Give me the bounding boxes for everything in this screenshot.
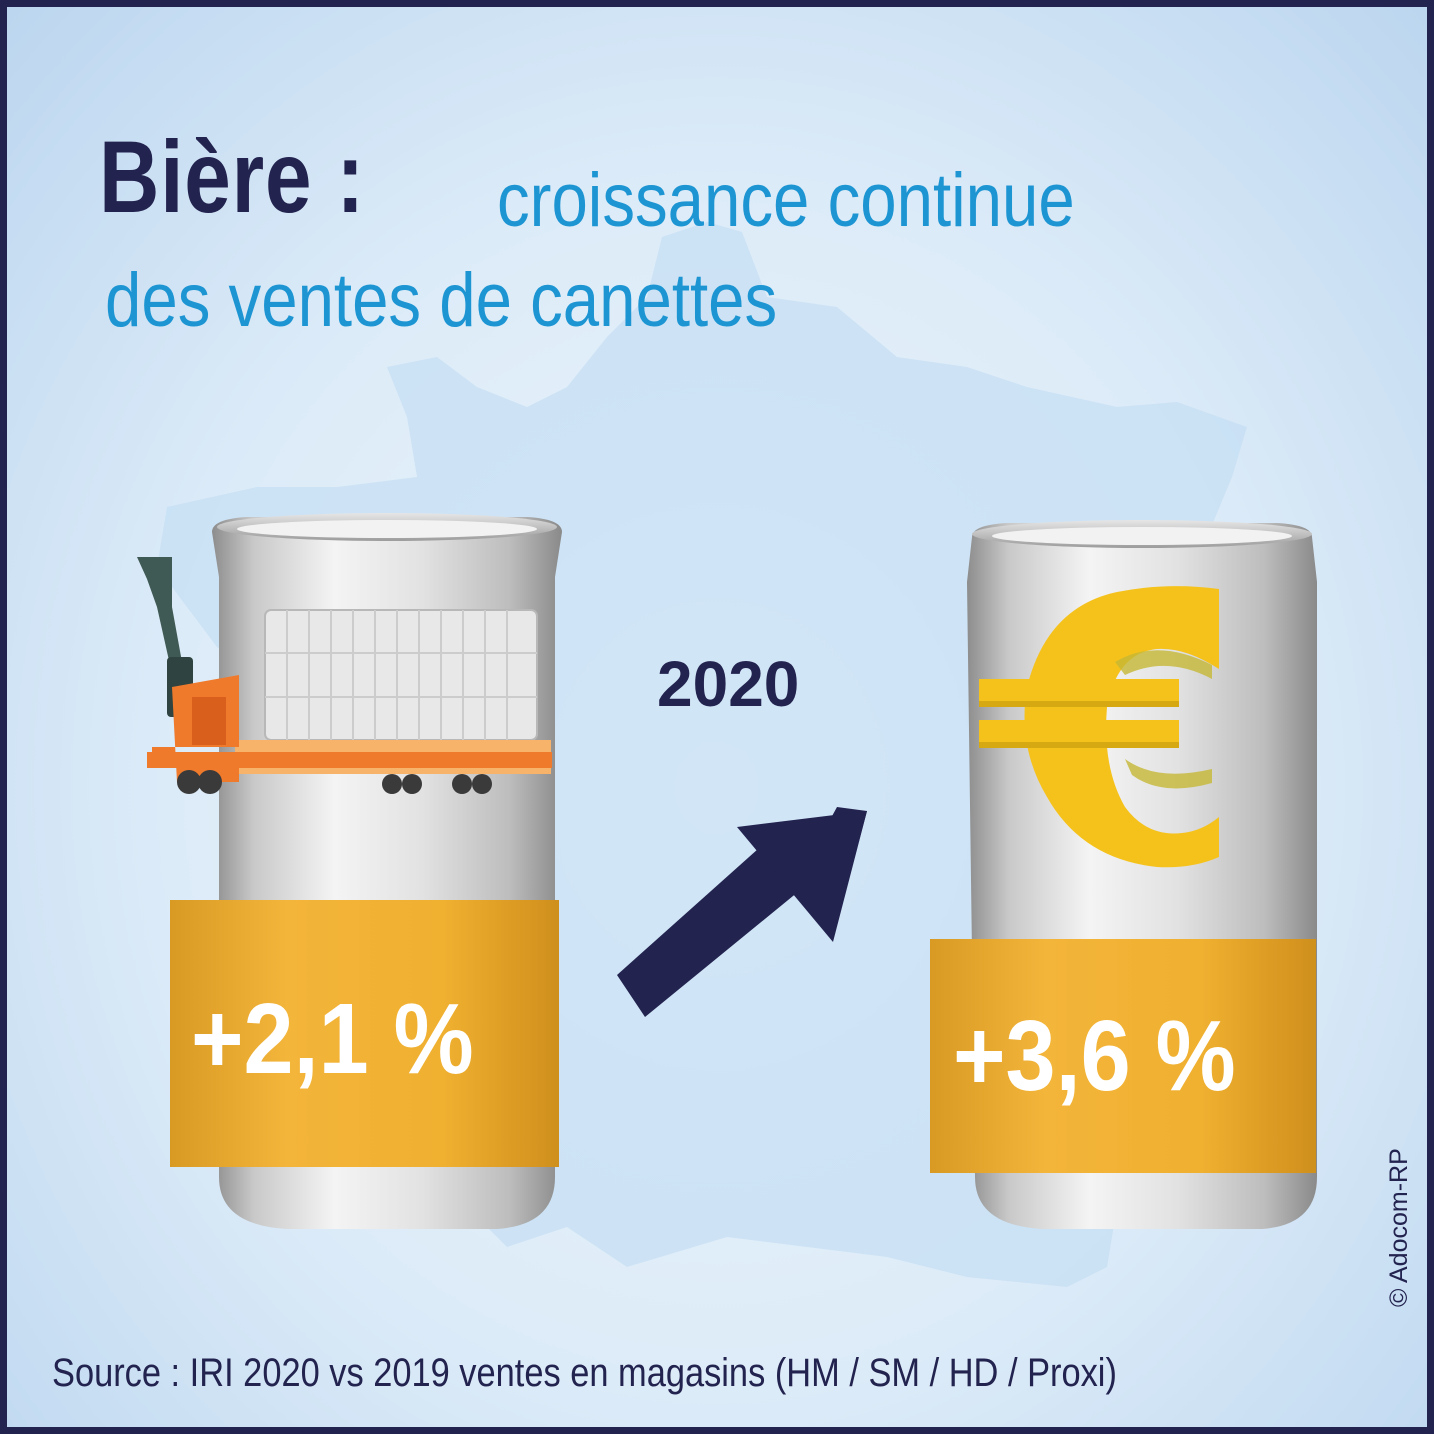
title-bold: Bière : xyxy=(99,120,366,234)
title-line-1: croissance continue xyxy=(497,158,1075,243)
right-can-band xyxy=(930,939,1316,1173)
pallet-truck-icon xyxy=(137,557,552,794)
growth-arrow xyxy=(617,807,867,1017)
left-can-percentage: +2,1 % xyxy=(191,983,474,1095)
source-note: Source : IRI 2020 vs 2019 ventes en maga… xyxy=(52,1351,1117,1395)
euro-icon xyxy=(979,586,1219,868)
page-title: Bière : xyxy=(99,119,423,236)
year-label: 2020 xyxy=(657,648,800,720)
left-can-band xyxy=(170,900,559,1167)
scene xyxy=(137,222,1317,1287)
right-can-percentage: +3,6 % xyxy=(953,1000,1236,1112)
title-line-2: des ventes de canettes xyxy=(105,258,778,343)
copyright-credit: © Adocom-RP xyxy=(1385,1148,1413,1307)
